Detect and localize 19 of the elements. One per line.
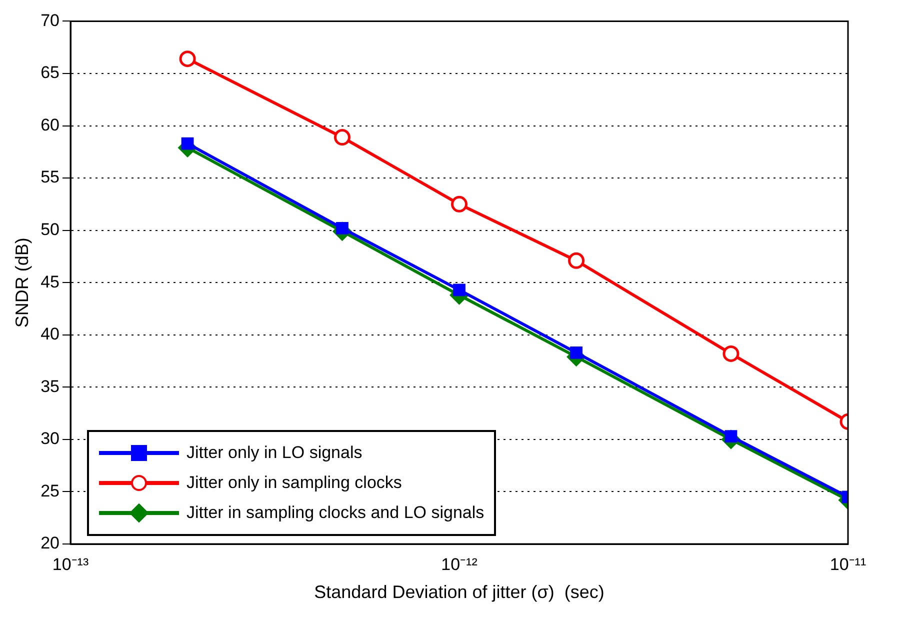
y-tick-label: 60 — [40, 115, 60, 134]
x-tick-label: 10⁻¹¹ — [830, 554, 866, 574]
y-tick-label: 35 — [40, 376, 60, 396]
y-axis-title: SNDR (dB) — [12, 238, 32, 328]
y-tick-label: 50 — [40, 220, 60, 240]
y-tick-label: 30 — [40, 429, 60, 448]
y-tick-label: 70 — [40, 10, 60, 30]
legend-label: Jitter in sampling clocks and LO signals — [186, 503, 484, 523]
x-tick-label: 10⁻¹² — [441, 554, 478, 574]
y-tick-label: 65 — [40, 63, 60, 82]
y-tick-label: 55 — [40, 168, 60, 187]
y-tick-label: 25 — [40, 481, 60, 500]
x-axis-title: Standard Deviation of jitter (σ) (sec) — [314, 582, 604, 602]
legend-label: Jitter only in LO signals — [186, 443, 362, 463]
y-tick-label: 40 — [40, 324, 60, 344]
x-tick-label: 10⁻¹³ — [52, 554, 89, 574]
y-tick-label: 45 — [40, 272, 60, 292]
legend-label: Jitter only in sampling clocks — [186, 473, 402, 493]
y-tick-label: 20 — [40, 534, 60, 553]
